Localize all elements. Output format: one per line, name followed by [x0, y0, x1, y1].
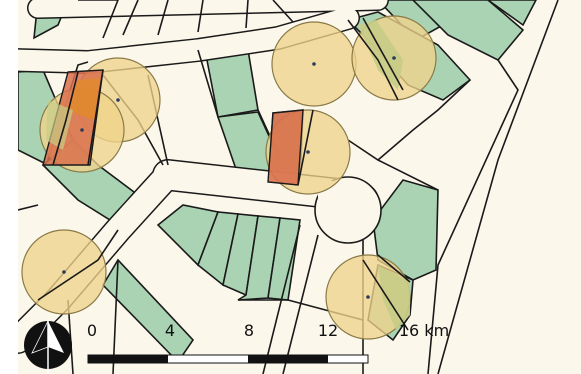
scale-label-4: 4: [164, 321, 176, 340]
road: [28, 0, 388, 18]
overlap-zone: [378, 265, 410, 330]
scale-bar-segment: [88, 355, 168, 363]
circle-boundaries: [37, 17, 411, 331]
scale-label-12: 12: [317, 321, 339, 340]
north-arrow-icon: [24, 320, 72, 374]
centroid-points: [62, 56, 396, 299]
centroid-point: [366, 295, 370, 299]
centroid-point: [80, 128, 84, 132]
map-canvas[interactable]: [18, 0, 581, 374]
parcel: [486, 0, 537, 27]
centroid-point: [62, 270, 66, 274]
overlap-zone: [66, 78, 100, 120]
scale-label-16km: 16 km: [398, 321, 450, 340]
scale-bar: [87, 354, 369, 364]
overlap-zones: [42, 20, 410, 330]
parcel: [101, 258, 195, 364]
overlap-zone: [267, 109, 304, 186]
overlap-zone: [46, 100, 73, 150]
centroid-point: [306, 150, 310, 154]
centroid-point: [312, 62, 316, 66]
centroid-point: [116, 98, 120, 102]
scale-label-8: 8: [243, 321, 255, 340]
centroid-point: [392, 56, 396, 60]
parcel: [411, 0, 525, 61]
scale-bar-segment: [248, 355, 328, 363]
scale-label-0: 0: [86, 321, 98, 340]
overlap-zone: [358, 20, 403, 90]
